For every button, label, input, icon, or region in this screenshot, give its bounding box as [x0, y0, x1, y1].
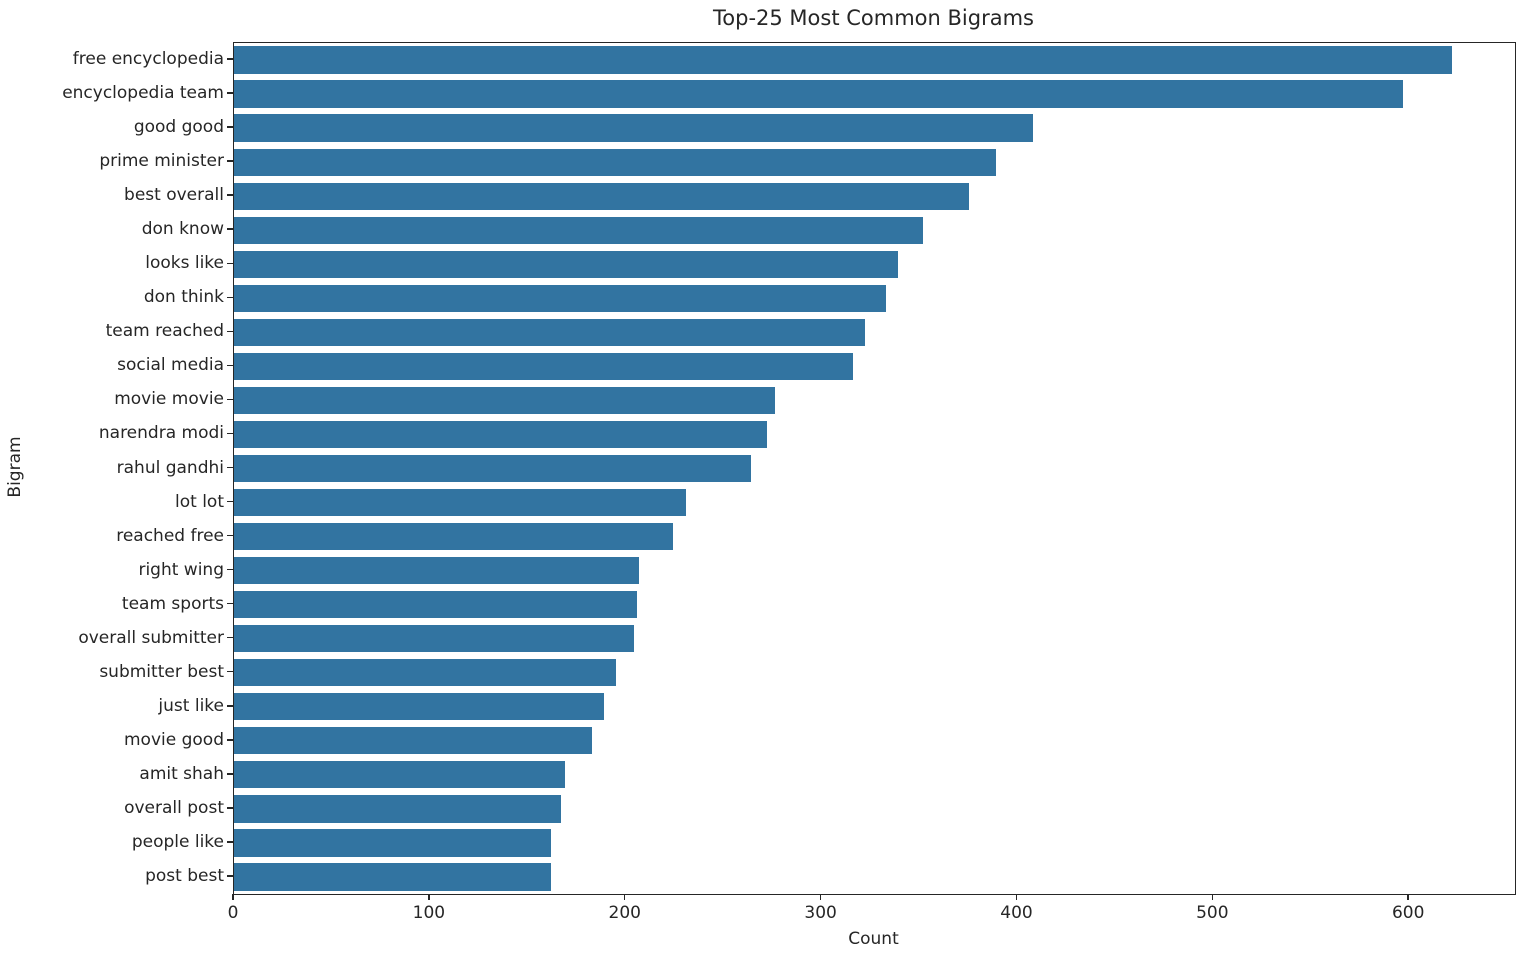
y-tick-label: lot lot [175, 491, 224, 512]
bar-looks-like [234, 250, 898, 278]
bar-overall-post [234, 795, 562, 823]
y-tick [227, 228, 233, 230]
y-tick-label: social media [117, 355, 224, 376]
y-tick [227, 500, 233, 503]
x-tick-label: 600 [1391, 903, 1425, 923]
bar-just-like [234, 693, 605, 721]
x-tick [1407, 894, 1409, 900]
bar-amit-shah [234, 761, 566, 789]
y-tick [227, 364, 233, 367]
y-tick [227, 636, 233, 639]
x-tick [428, 894, 430, 900]
y-tick-label: movie good [124, 729, 224, 750]
bar-team-sports [234, 591, 638, 619]
x-tick [819, 894, 822, 900]
y-tick [227, 841, 233, 843]
y-tick-label: team reached [105, 321, 224, 342]
y-tick [227, 466, 233, 469]
y-tick-label: people like [131, 831, 224, 852]
y-tick-label: don know [141, 219, 224, 240]
x-tick-label: 100 [412, 903, 446, 923]
bar-post-best [234, 863, 552, 891]
y-tick-label: best overall [124, 185, 224, 206]
y-tick [227, 262, 233, 264]
x-tick [623, 894, 626, 900]
x-tick-label: 400 [1000, 903, 1033, 923]
bar-rahul-gandhi [234, 454, 752, 483]
bar-movie-movie [234, 386, 775, 415]
y-tick-label: encyclopedia team [62, 83, 224, 104]
bar-overall-submitter [234, 625, 634, 653]
y-tick [227, 398, 233, 401]
y-tick-label: overall post [124, 797, 224, 818]
y-tick [227, 568, 233, 571]
bar-best-overall [234, 182, 969, 210]
y-tick [227, 296, 233, 299]
x-tick [1015, 894, 1018, 900]
y-tick [227, 670, 233, 673]
y-tick-label: good good [133, 117, 224, 138]
y-tick [227, 875, 233, 877]
y-tick-label: amit shah [139, 763, 224, 784]
bar-movie-good [234, 727, 593, 755]
x-tick-label: 300 [804, 903, 837, 923]
y-tick-label: looks like [145, 253, 224, 274]
y-tick [227, 739, 233, 741]
bar-submitter-best [234, 659, 616, 687]
y-tick [227, 534, 233, 537]
bar-encyclopedia-team [234, 80, 1404, 108]
y-tick-label: rahul gandhi [116, 457, 224, 478]
y-tick-label: overall submitter [78, 627, 224, 648]
plot-area [233, 42, 1516, 895]
y-tick-label: free encyclopedia [72, 49, 224, 70]
y-tick [227, 92, 233, 94]
y-tick [227, 330, 233, 333]
y-tick-label: narendra modi [98, 423, 224, 444]
bar-people-like [234, 829, 552, 857]
y-tick-label: don think [143, 287, 224, 308]
y-tick [227, 160, 233, 162]
y-tick [227, 705, 233, 707]
bar-social-media [234, 352, 853, 380]
bar-team-reached [234, 318, 865, 346]
x-tick-label: 200 [608, 903, 641, 923]
y-tick-label: submitter best [99, 661, 224, 682]
chart-title: Top-25 Most Common Bigrams [713, 6, 1034, 30]
y-tick [227, 432, 233, 435]
y-tick [227, 773, 233, 775]
bar-narendra-modi [234, 420, 767, 449]
x-tick-label: 0 [227, 903, 239, 923]
y-tick-label: just like [158, 695, 224, 716]
bar-good-good [234, 114, 1034, 142]
y-tick-label: prime minister [99, 151, 224, 172]
x-tick [232, 894, 234, 900]
y-axis-tick-labels: free encyclopedia encyclopedia team good g… [0, 0, 224, 955]
bar-prime-minister [234, 148, 996, 176]
y-tick [227, 126, 233, 128]
y-tick-label: team sports [121, 593, 224, 614]
bar-don-know [234, 216, 924, 244]
y-tick [227, 602, 233, 605]
bar-right-wing [234, 557, 640, 585]
x-axis-title: Count [848, 929, 899, 949]
y-tick-label: post best [145, 865, 224, 886]
bar-reached-free [234, 522, 673, 551]
bar-lot-lot [234, 488, 687, 517]
bar-don-think [234, 284, 887, 312]
y-tick-label: movie movie [114, 389, 224, 410]
y-tick [227, 194, 233, 196]
y-tick [227, 58, 233, 60]
x-tick [1211, 894, 1214, 900]
y-tick-label: right wing [138, 559, 224, 580]
y-tick-label: reached free [116, 525, 224, 546]
y-tick [227, 807, 233, 809]
bar-free-encyclopedia [234, 46, 1453, 74]
x-tick-label: 500 [1196, 903, 1229, 923]
